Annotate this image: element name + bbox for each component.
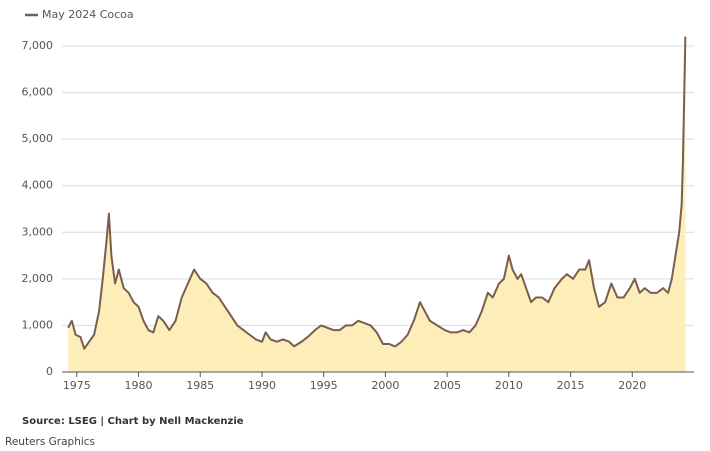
x-tick-label: 1980	[125, 379, 153, 392]
x-tick-label: 1985	[186, 379, 214, 392]
y-tick-label: 4,000	[22, 179, 54, 192]
x-tick-label: 2010	[495, 379, 523, 392]
y-tick-label: 6,000	[22, 86, 54, 99]
source: Source: LSEG | Chart by Nell Mackenzie	[22, 416, 244, 427]
y-tick-label: 1,000	[22, 318, 54, 331]
y-tick-label: 5,000	[22, 132, 54, 145]
line	[67, 36, 687, 350]
x-tick-label: 2000	[371, 379, 399, 392]
y-tick-label: 2,000	[22, 272, 54, 285]
area	[68, 36, 686, 372]
y-tick-label: 3,000	[22, 225, 54, 238]
x-tick-label: 2005	[433, 379, 461, 392]
x-tick-label: 1995	[310, 379, 338, 392]
x-tick-label: 1975	[63, 379, 91, 392]
y-tick-label: 0	[46, 365, 53, 378]
credit: Reuters Graphics	[5, 436, 95, 448]
x-tick-label: 2015	[557, 379, 585, 392]
y-tick-label: 7,000	[22, 39, 54, 52]
x-tick-label: 2020	[618, 379, 646, 392]
x-tick-label: 1990	[248, 379, 276, 392]
legend-label: May 2024 Cocoa	[42, 8, 134, 21]
